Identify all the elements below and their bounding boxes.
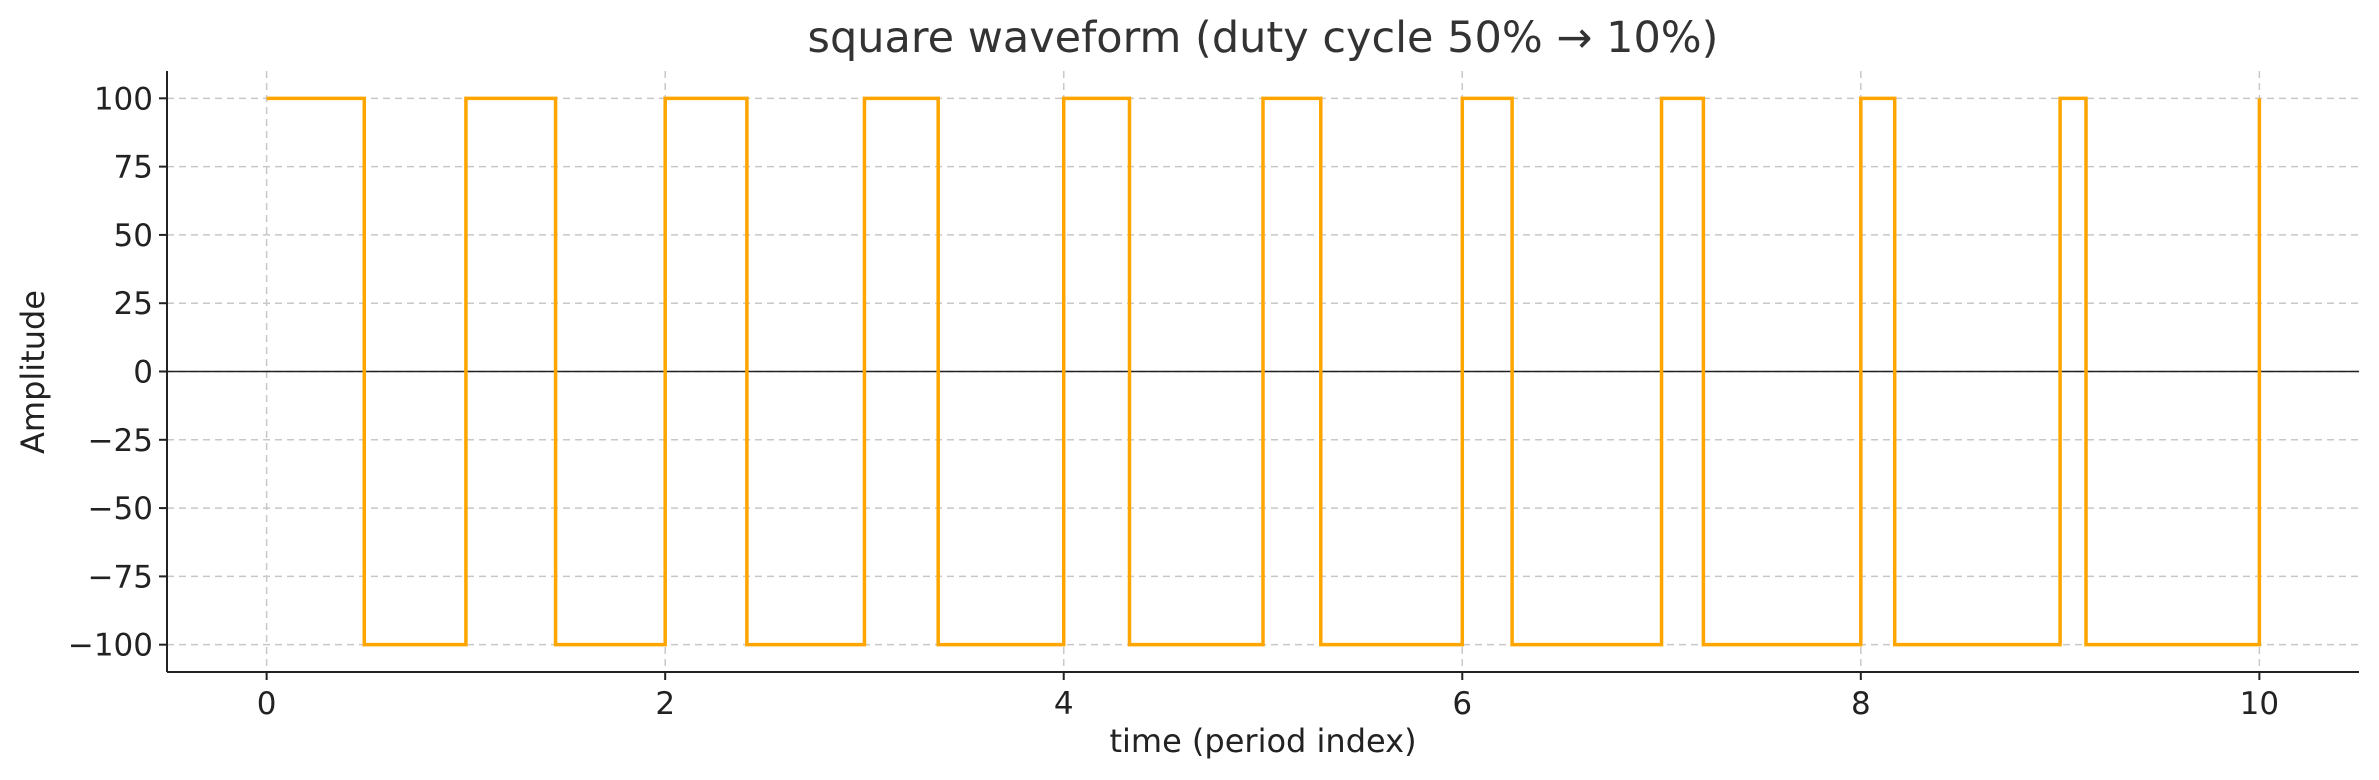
y-tick-label: 25 [114, 286, 153, 322]
y-tick-label: 50 [114, 218, 153, 254]
x-tick-label: 8 [1851, 686, 1871, 722]
series-layer [266, 96, 2262, 647]
y-tick-label: −75 [88, 559, 153, 595]
chart-title: square waveform (duty cycle 50% → 10%) [808, 13, 1719, 63]
x-tick-label: 4 [1054, 686, 1074, 722]
x-tick-label: 2 [655, 686, 675, 722]
y-tick-label: −25 [88, 423, 153, 459]
square-wave-line [266, 96, 2262, 647]
y-tick-label: −100 [68, 628, 153, 664]
x-tick-label: 10 [2240, 686, 2279, 722]
y-tick-label: 0 [133, 355, 153, 391]
x-tick-label: 6 [1452, 686, 1472, 722]
y-tick-label: 100 [94, 81, 153, 117]
ticks: 0 2 4 6 8 10 100 75 50 25 0 −25 −50 −75 −100 [68, 81, 2279, 722]
x-tick-label: 0 [257, 686, 277, 722]
y-axis-label: Amplitude [14, 290, 52, 454]
y-tick-label: −50 [88, 491, 153, 527]
x-axis-label: time (period index) [1109, 722, 1416, 760]
y-tick-label: 75 [114, 150, 153, 186]
